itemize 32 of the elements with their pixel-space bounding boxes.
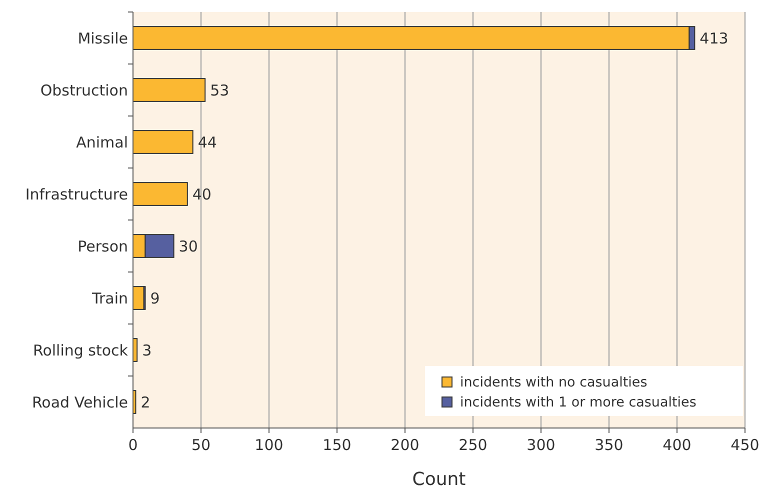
y-tick-label: Obstruction [40,81,128,100]
bar [132,130,194,154]
x-tick-label: 350 [594,436,624,454]
total-label: 53 [210,81,230,100]
legend-label: incidents with no casualties [460,374,648,391]
x-tick-label: 0 [128,436,138,454]
total-label: 30 [178,237,198,256]
x-tick-label: 450 [730,436,760,454]
total-label: 44 [198,133,217,152]
total-label: 9 [150,289,160,308]
total-label: 3 [142,341,152,360]
x-tick-label: 100 [254,436,284,454]
legend-label: incidents with 1 or more casualties [460,394,696,411]
y-tick-label: Person [78,237,128,256]
y-tick-label: Missile [78,29,128,48]
total-label: 40 [192,185,212,204]
y-tick-label: Train [91,289,128,308]
bar [132,78,206,102]
x-tick-label: 250 [458,436,488,454]
x-tick-label: 200 [390,436,420,454]
x-axis-title: Count [412,469,466,490]
y-tick-label: Road Vehicle [32,393,128,412]
y-tick-label: Infrastructure [25,185,128,204]
x-tick-label: 150 [322,436,352,454]
x-tick-label: 50 [191,436,211,454]
total-label: 2 [140,393,150,412]
bar [132,182,188,206]
x-tick-label: 300 [526,436,556,454]
total-label: 413 [700,29,728,48]
y-tick-label: Rolling stock [32,341,128,360]
y-tick-label: Animal [76,133,128,152]
x-tick-label: 400 [662,436,692,454]
